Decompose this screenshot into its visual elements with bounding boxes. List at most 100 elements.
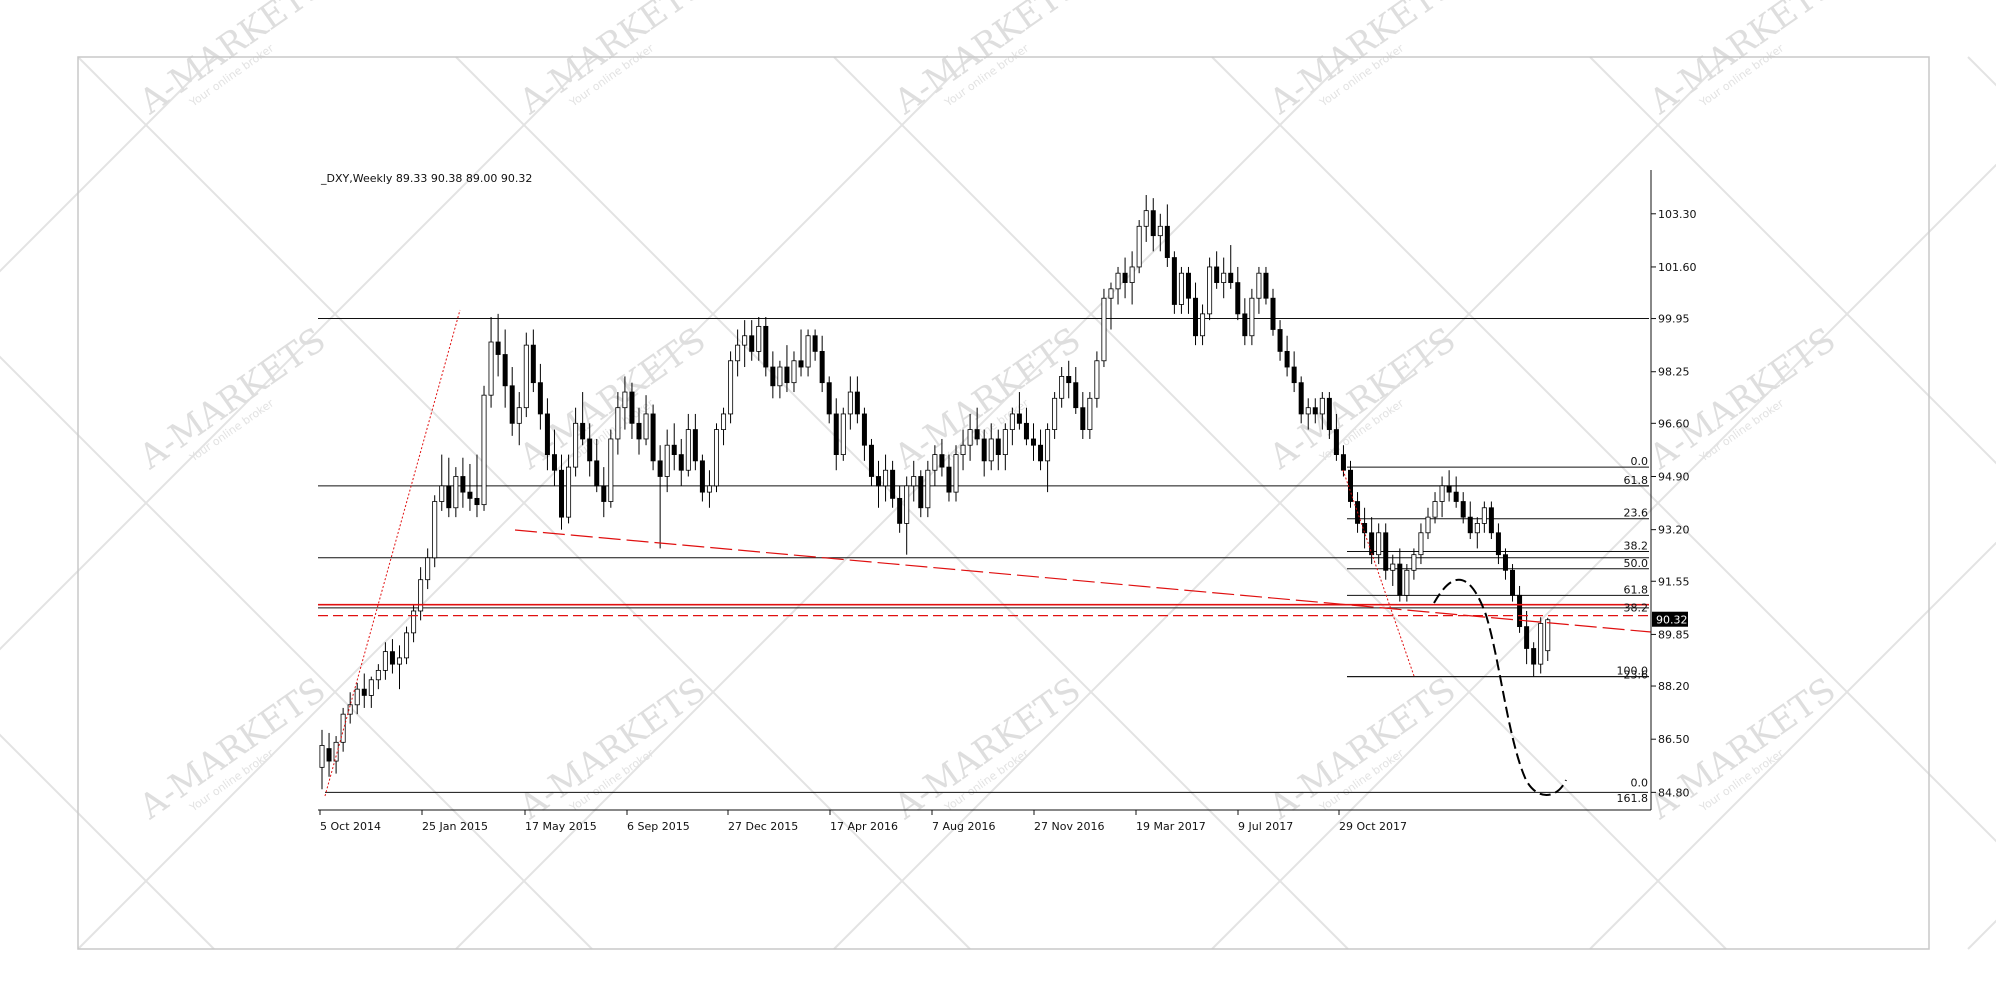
candle-down — [819, 350, 825, 384]
candle-down — [812, 335, 818, 352]
candle-down — [1524, 626, 1530, 649]
candle-up — [573, 422, 579, 468]
candle-down — [876, 476, 882, 487]
candle-down — [446, 485, 452, 509]
candle-down — [1453, 491, 1459, 502]
trend-line — [514, 529, 1652, 633]
candle-up — [1474, 523, 1480, 534]
candle-up — [1390, 563, 1396, 571]
y-tick-label: 89.85 — [1658, 628, 1690, 641]
candle-down — [326, 748, 332, 762]
candle-down — [1369, 532, 1375, 556]
candle-down — [460, 476, 466, 493]
candle-down — [467, 491, 473, 499]
candle-up — [432, 501, 438, 559]
candle-down — [1080, 407, 1086, 430]
candle-up — [523, 344, 529, 409]
watermark-brand: A-MARKETS — [511, 670, 713, 828]
candle-down — [389, 651, 395, 665]
candle-down — [650, 413, 656, 462]
y-tick-label: 91.55 — [1658, 575, 1690, 588]
candle-up — [1432, 501, 1438, 518]
candle-down — [1277, 329, 1283, 352]
watermark-brand: A-MARKETS — [1641, 0, 1843, 123]
y-tick-label: 99.95 — [1658, 313, 1690, 326]
candle-down — [854, 391, 860, 415]
candle-down — [1164, 225, 1170, 258]
candle-down — [1531, 648, 1537, 665]
watermark-brand: A-MARKETS — [1641, 320, 1843, 478]
candle-down — [995, 438, 1001, 455]
watermark-line — [1967, 919, 1996, 950]
candle-up — [1087, 397, 1093, 430]
candle-down — [1467, 516, 1473, 534]
candle-up — [1249, 297, 1255, 337]
candle-down — [530, 344, 536, 384]
candle-down — [474, 497, 480, 506]
watermark-line — [1211, 56, 1996, 843]
fib-label: 0.0 — [1631, 777, 1649, 790]
candle-down — [699, 460, 705, 493]
price-levels — [318, 318, 1649, 793]
watermark-brand: A-MARKETS — [1261, 320, 1463, 478]
candle-down — [1235, 282, 1241, 315]
chart-title: _DXY,Weekly 89.33 90.38 89.00 90.32 — [320, 172, 532, 185]
candle-up — [1136, 225, 1142, 268]
candle-down — [1073, 382, 1079, 409]
watermark-line — [1211, 163, 1996, 950]
x-tick-label: 29 Oct 2017 — [1339, 820, 1407, 833]
candle-down — [1502, 554, 1508, 571]
candle-up — [516, 407, 522, 424]
watermark-brand: A-MARKETS — [1261, 0, 1463, 123]
candle-up — [354, 688, 360, 706]
candle-up — [735, 344, 741, 362]
candle-down — [1066, 376, 1072, 384]
candle-up — [382, 651, 388, 671]
x-tick-label: 27 Nov 2016 — [1034, 820, 1104, 833]
x-tick-label: 17 May 2015 — [525, 820, 597, 833]
candle-down — [749, 335, 755, 352]
watermark-brand: A-MARKETS — [511, 0, 713, 123]
candle-up — [340, 713, 346, 743]
candle-up — [622, 391, 628, 409]
candle-up — [1425, 516, 1431, 534]
fib-label: 0.0 — [1631, 455, 1649, 468]
candle-down — [890, 469, 896, 499]
candle-up — [375, 669, 381, 681]
watermark-line — [0, 733, 215, 950]
candle-up — [643, 413, 649, 440]
current-price-label: 90.32 — [1656, 614, 1688, 627]
candle-down — [974, 429, 980, 440]
candle-down — [1291, 366, 1297, 384]
candle-down — [580, 422, 586, 440]
candle-down — [981, 438, 987, 462]
candle-up — [1439, 485, 1445, 502]
candle-up — [728, 360, 734, 415]
x-tick-label: 9 Jul 2017 — [1238, 820, 1293, 833]
candle-up — [713, 429, 719, 487]
y-tick-label: 98.25 — [1658, 366, 1690, 379]
candle-down — [509, 385, 515, 424]
watermark-brand: A-MARKETS — [886, 320, 1088, 478]
candle-up — [1108, 288, 1114, 299]
fib-label: 61.8 — [1624, 583, 1649, 596]
candle-down — [1171, 257, 1177, 305]
candle-up — [1157, 225, 1163, 237]
candle-down — [1242, 313, 1248, 337]
candle-up — [883, 469, 889, 487]
candle-down — [1214, 266, 1220, 283]
candle-down — [1030, 438, 1036, 446]
candle-up — [1045, 429, 1051, 462]
fib-label: 23.6 — [1624, 669, 1649, 682]
candle-down — [1122, 272, 1128, 283]
candle-down — [495, 341, 501, 355]
candle-up — [706, 485, 712, 493]
y-tick-label: 88.20 — [1658, 680, 1690, 693]
candle-up — [1115, 272, 1121, 290]
candle-down — [594, 460, 600, 487]
candlesticks — [319, 195, 1551, 790]
